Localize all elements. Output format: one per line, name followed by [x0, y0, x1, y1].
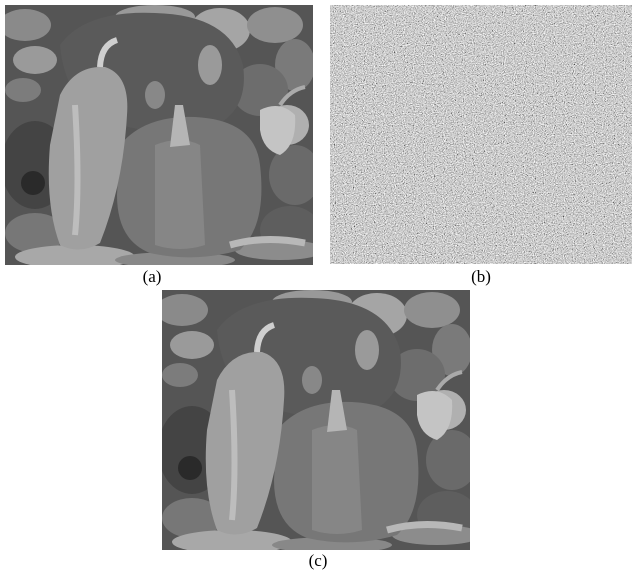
figure: (a) (b) (c) — [0, 0, 635, 570]
panel-b: (b) — [330, 5, 632, 286]
panel-label: (b) — [471, 267, 491, 286]
panel-a: (a) — [0, 5, 325, 286]
image-decrypted — [156, 290, 482, 554]
panel-label: (a) — [143, 267, 162, 286]
panel-c: (c) — [156, 290, 482, 570]
page: (a) (b) (c) (() => { const data = JSON.p… — [0, 0, 635, 570]
image-encrypted — [330, 5, 632, 264]
image-original — [0, 5, 325, 269]
panel-label: (c) — [309, 551, 328, 570]
